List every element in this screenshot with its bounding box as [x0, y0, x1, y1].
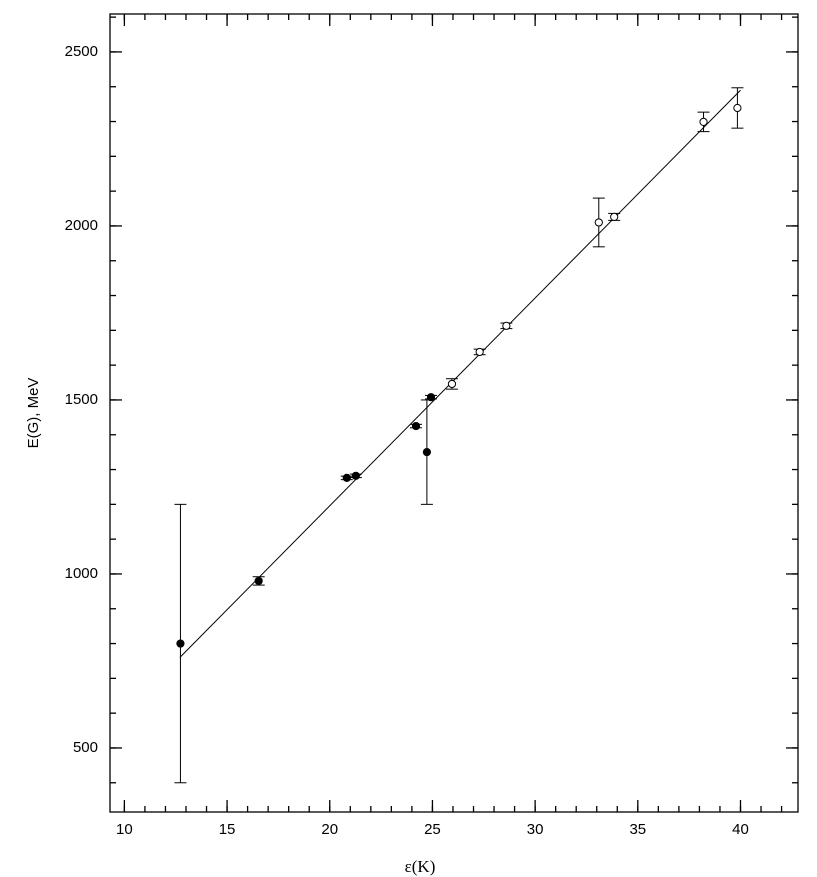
- x-tick-label: 20: [321, 821, 338, 838]
- x-tick-label: 25: [424, 821, 441, 838]
- y-axis-label: E(G), MeV: [25, 378, 42, 449]
- point: [411, 421, 421, 431]
- point: [733, 103, 742, 113]
- x-tick-label: 30: [527, 821, 544, 838]
- point: [426, 393, 436, 402]
- point: [699, 117, 708, 126]
- point: [422, 448, 431, 457]
- point: [502, 321, 511, 330]
- x-tick-label: 15: [219, 821, 236, 838]
- x-tick-label: 40: [732, 821, 749, 838]
- y-tick-label: 500: [73, 739, 98, 756]
- point: [351, 471, 360, 480]
- point: [254, 576, 263, 586]
- x-axis-label: ε(K): [405, 857, 436, 876]
- point: [342, 473, 351, 483]
- y-tick-label: 1500: [65, 391, 98, 408]
- x-tick-label: 10: [116, 821, 133, 838]
- point: [594, 218, 603, 227]
- point: [447, 379, 457, 389]
- x-tick-label: 35: [629, 821, 646, 838]
- y-tick-label: 2500: [65, 43, 98, 60]
- point: [610, 212, 619, 221]
- point: [475, 347, 484, 357]
- plot-frame: [109, 13, 799, 813]
- fit-line: [179, 89, 741, 658]
- y-tick-label: 1000: [65, 565, 98, 582]
- y-tick-label: 2000: [65, 217, 98, 234]
- point: [176, 639, 185, 648]
